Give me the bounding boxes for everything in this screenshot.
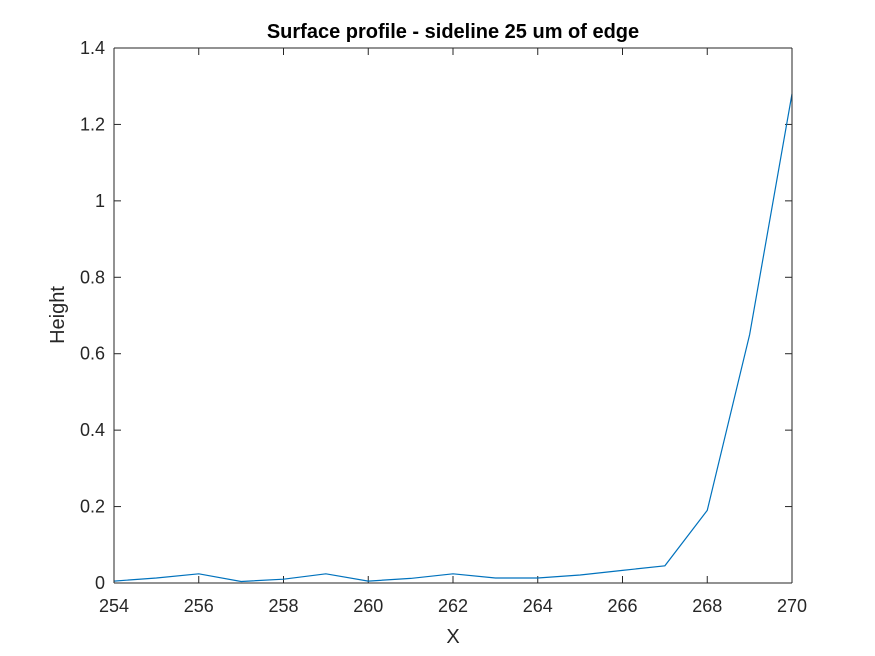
y-tick-label: 0.4 <box>80 420 105 440</box>
x-tick-label: 266 <box>607 596 637 616</box>
chart-title: Surface profile - sideline 25 um of edge <box>267 21 639 43</box>
y-tick-label: 0.6 <box>80 344 105 364</box>
y-axis-label: Height <box>47 286 69 344</box>
x-tick-label: 254 <box>99 596 129 616</box>
plot-area <box>114 48 792 583</box>
x-axis-label: X <box>446 626 459 648</box>
y-tick-label: 0.8 <box>80 267 105 287</box>
y-tick-label: 0.2 <box>80 497 105 517</box>
x-tick-label: 256 <box>184 596 214 616</box>
y-tick-label: 1.2 <box>80 114 105 134</box>
x-tick-label: 264 <box>523 596 553 616</box>
x-tick-label: 258 <box>268 596 298 616</box>
x-tick-label: 270 <box>777 596 807 616</box>
series-line <box>113 93 793 583</box>
series <box>113 93 793 583</box>
x-tick-label: 260 <box>353 596 383 616</box>
y-tick-label: 1.4 <box>80 38 105 58</box>
y-tick-label: 1 <box>95 191 105 211</box>
x-tick-label: 262 <box>438 596 468 616</box>
axes-box <box>113 47 793 584</box>
y-tick-label: 0 <box>95 573 105 593</box>
ticks: 254 256 258 260 262 264 266 268 270 0 0.2 0.4 0.6 0.8… <box>80 38 807 616</box>
x-tick-label: 268 <box>692 596 722 616</box>
